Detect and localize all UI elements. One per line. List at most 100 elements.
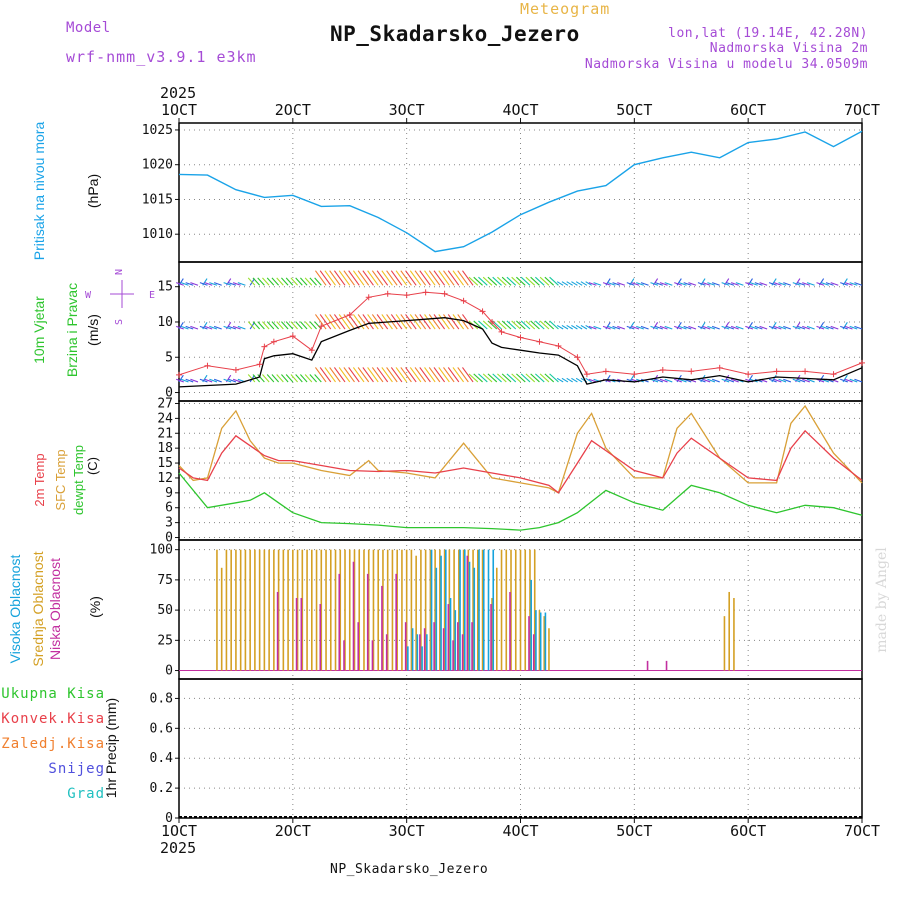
wind-arrow [257, 374, 265, 383]
wind-arrow [783, 325, 792, 330]
wind-arrow [457, 270, 469, 286]
wind-arrow [678, 325, 687, 330]
wind-arrow [457, 314, 469, 330]
wind-arrow [443, 367, 455, 383]
xtick-label-bottom: 5OCT [616, 822, 652, 840]
wind-arrow [257, 277, 265, 286]
wind-arrow [650, 378, 659, 383]
wind-arrow [281, 374, 289, 383]
wind-arrow [602, 325, 611, 330]
wind-arrow [797, 325, 806, 330]
wind-arrow [711, 378, 720, 383]
ytick-label: 0.4 [150, 751, 174, 766]
wind-arrow [371, 270, 384, 286]
wind-arrow [299, 321, 308, 330]
wind-arrow [664, 378, 673, 383]
wind-arrow [419, 367, 431, 383]
wind-arrow [343, 270, 355, 286]
wind-arrow [626, 282, 635, 286]
wind-arrow [180, 325, 189, 330]
wind-arrow [655, 325, 663, 330]
wind-arrow [585, 377, 592, 383]
wind-arrow [204, 282, 213, 286]
wind-gust-line [178, 291, 863, 376]
wind-arrow [544, 320, 555, 330]
wind-arrow [571, 377, 578, 383]
ytick-label: 21 [157, 426, 173, 441]
ytick-label: 5 [165, 350, 173, 365]
wind-arrow [749, 325, 758, 330]
wind-arrow [478, 373, 488, 383]
wind-arrow [492, 373, 502, 383]
wind-arrow [462, 270, 474, 286]
wind-arrow [257, 321, 265, 330]
ytick-label: 15 [157, 456, 173, 471]
wind-arrow [849, 282, 858, 286]
wind-arrow [352, 270, 365, 286]
wind-arrow [768, 282, 777, 286]
wind-arrow [556, 281, 564, 286]
ytick-label: 100 [150, 543, 173, 558]
wind-arrow [497, 373, 507, 383]
wind-arrow [371, 367, 384, 383]
wind-arrow [319, 314, 332, 330]
xtick-label-top: 1OCT [161, 101, 197, 119]
wind-arrow [664, 325, 673, 330]
wind-arrow [395, 314, 408, 330]
wind-arrow [544, 373, 555, 383]
ytick-label: 18 [157, 441, 173, 456]
wind-arrow [702, 325, 711, 330]
wind-arrow [428, 314, 441, 330]
wind-arrow [348, 367, 360, 383]
wind-arrow [674, 325, 682, 330]
ytick-label: 24 [157, 411, 173, 426]
wind-arrow [371, 314, 384, 330]
wind-arrow [816, 282, 825, 286]
wind-arrow [707, 378, 716, 383]
wind-arrow [213, 282, 222, 286]
wind-arrow [530, 373, 540, 383]
ytick-label: 12 [157, 471, 173, 486]
wind-arrow [575, 377, 583, 383]
wind-arrow [726, 378, 735, 383]
wind-arrow [593, 325, 602, 330]
wind-arrow [478, 276, 488, 286]
wind-arrow [802, 325, 811, 330]
wind-arrow [362, 314, 374, 330]
wind-arrow [607, 282, 616, 286]
wind-arrow [223, 325, 232, 330]
wind-arrow [299, 277, 308, 286]
xtick-label-top: 3OCT [389, 101, 425, 119]
wind-arrow [468, 373, 479, 383]
wind-arrow [424, 270, 436, 286]
wind-arrow [176, 378, 184, 383]
wind-arrow [768, 325, 777, 330]
wind-arrow [362, 367, 374, 383]
wind-arrow [840, 282, 848, 286]
wind-arrow [659, 325, 668, 330]
wind-arrow [304, 321, 313, 330]
wind-arrow [626, 325, 635, 330]
wind-arrow [338, 367, 351, 383]
wind-arrow [295, 277, 303, 286]
wind-arrow [506, 373, 517, 383]
wind-arrow [367, 270, 379, 286]
wind-arrow [821, 282, 829, 286]
wind-arrow [232, 325, 241, 330]
wind-arrow [844, 282, 853, 286]
wind-arrow [566, 377, 573, 383]
wind-arrow [400, 314, 412, 330]
wind-arrow [721, 325, 730, 330]
wind-arrow [501, 373, 512, 383]
wind-arrow [678, 378, 687, 383]
wind-arrow [806, 378, 815, 383]
wind-arrow [802, 378, 811, 383]
wind-arrow [840, 378, 848, 383]
wind-arrow [314, 374, 322, 383]
wind-arrow [580, 324, 588, 330]
wind-arrow [333, 367, 346, 383]
wind-arrow [462, 367, 474, 383]
wind-arrow [199, 282, 208, 286]
wind-arrow [580, 281, 588, 286]
wind-arrow [849, 378, 858, 383]
